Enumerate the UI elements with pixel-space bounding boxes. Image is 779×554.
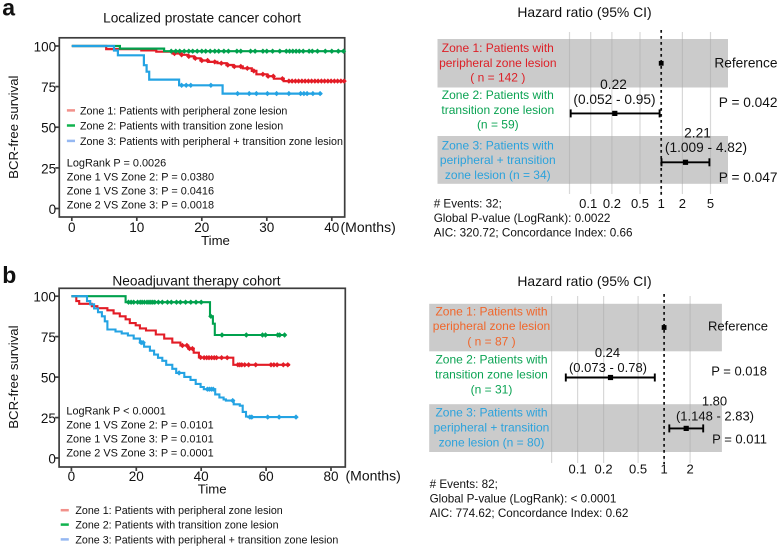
svg-text:peripheral zone lesion: peripheral zone lesion [433,319,550,333]
svg-text:0: 0 [48,451,56,466]
svg-text:Zone 1: Patients with: Zone 1: Patients with [435,304,547,318]
svg-text:75: 75 [41,80,56,95]
svg-text:Zone 2: Patients with transiti: Zone 2: Patients with transition zone le… [75,520,278,532]
svg-text:(n = 59): (n = 59) [477,118,519,132]
svg-text:80: 80 [323,469,338,484]
svg-text:60: 60 [259,469,274,484]
svg-text:P = 0.018: P = 0.018 [711,364,767,379]
svg-text:Hazard ratio (95% CI): Hazard ratio (95% CI) [517,273,651,289]
svg-text:Zone 1: Patients with peripher: Zone 1: Patients with peripheral zone le… [75,505,282,517]
svg-text:Zone 1 VS Zone 3: P = 0.0101: Zone 1 VS Zone 3: P = 0.0101 [66,434,213,446]
svg-text:Zone 1 VS Zone 2: P = 0.0380: Zone 1 VS Zone 2: P = 0.0380 [67,172,214,184]
svg-text:Zone 1 VS Zone 2: P = 0.0101: Zone 1 VS Zone 2: P = 0.0101 [66,420,213,432]
svg-text:Zone 2 VS Zone 3: P = 0.0001: Zone 2 VS Zone 3: P = 0.0001 [66,448,213,460]
svg-text:Zone 2 VS Zone 3: P = 0.0018: Zone 2 VS Zone 3: P = 0.0018 [67,200,214,212]
svg-text:1: 1 [660,462,667,477]
svg-text:Zone 3: Patients with peripher: Zone 3: Patients with peripheral + trans… [80,136,343,148]
svg-text:Hazard ratio (95% CI): Hazard ratio (95% CI) [517,4,651,20]
svg-text:0.2: 0.2 [603,196,621,211]
svg-text:Zone 2: Patients with transiti: Zone 2: Patients with transition zone le… [80,120,283,132]
svg-text:Zone 1: Patients with: Zone 1: Patients with [442,41,554,55]
svg-text:0.1: 0.1 [579,196,597,211]
svg-text:Zone 3: Patients with: Zone 3: Patients with [435,406,547,420]
svg-text:# Events: 82;: # Events: 82; [430,478,498,491]
svg-text:50: 50 [41,371,56,386]
svg-text:0.5: 0.5 [629,462,647,477]
svg-text:Zone 3: Patients with peripher: Zone 3: Patients with peripheral + trans… [75,534,338,546]
svg-text:30: 30 [259,220,274,235]
svg-text:Reference: Reference [708,319,768,334]
svg-text:Time: Time [198,482,227,497]
svg-text:0.2: 0.2 [595,462,613,477]
svg-text:0: 0 [68,469,76,484]
svg-text:transition zone lesion: transition zone lesion [435,368,548,382]
svg-text:25: 25 [41,161,56,176]
svg-text:zone lesion (n = 80): zone lesion (n = 80) [439,436,545,450]
svg-text:5: 5 [707,196,714,211]
svg-text:Zone 3: Patients with: Zone 3: Patients with [442,138,554,152]
svg-text:LogRank P < 0.0001: LogRank P < 0.0001 [66,406,165,418]
svg-text:(0.073 - 0.78): (0.073 - 0.78) [569,360,647,375]
svg-text:AIC: 320.72; Concordance Index: AIC: 320.72; Concordance Index: 0.66 [434,227,633,240]
svg-text:# Events: 32;: # Events: 32; [434,197,502,210]
svg-text:peripheral + transition: peripheral + transition [440,153,556,167]
svg-text:peripheral zone lesion: peripheral zone lesion [439,56,556,70]
svg-text:0.24: 0.24 [595,345,620,360]
svg-text:1.80: 1.80 [702,394,727,409]
svg-text:P = 0.042: P = 0.042 [719,95,778,110]
svg-text:Global P-value (LogRank): 0.00: Global P-value (LogRank): 0.0022 [434,212,611,225]
svg-text:10: 10 [129,220,144,235]
svg-text:b: b [2,262,16,288]
svg-text:Global P-value (LogRank): < 0.: Global P-value (LogRank): < 0.0001 [430,493,617,506]
svg-text:( n = 87 ): ( n = 87 ) [467,334,515,348]
svg-text:Zone 1 VS Zone 3: P = 0.0416: Zone 1 VS Zone 3: P = 0.0416 [67,186,214,198]
svg-text:100: 100 [33,290,56,305]
svg-text:40: 40 [194,469,209,484]
svg-text:(1.148 - 2.83): (1.148 - 2.83) [676,409,754,424]
svg-text:75: 75 [41,330,56,345]
svg-text:Reference: Reference [714,56,777,71]
svg-text:peripheral + transition: peripheral + transition [434,421,550,435]
svg-text:Zone 1: Patients with peripher: Zone 1: Patients with peripheral zone le… [80,105,287,117]
svg-text:40: 40 [324,220,339,235]
svg-text:P = 0.011: P = 0.011 [712,432,767,447]
svg-text:P = 0.047: P = 0.047 [719,170,778,185]
svg-text:(0.052 - 0.95): (0.052 - 0.95) [573,92,655,107]
svg-text:a: a [2,0,15,21]
svg-text:0: 0 [68,220,76,235]
svg-text:0.1: 0.1 [569,462,587,477]
svg-text:(Months): (Months) [346,468,401,484]
svg-text:transition zone lesion: transition zone lesion [441,103,554,117]
svg-text:50: 50 [41,121,56,136]
svg-text:BCR-free survival: BCR-free survival [6,325,21,428]
svg-text:(n = 31): (n = 31) [471,383,513,397]
svg-text:2: 2 [679,196,686,211]
svg-text:0.5: 0.5 [631,196,649,211]
svg-text:20: 20 [129,469,144,484]
svg-text:AIC: 774.62; Concordance Index: AIC: 774.62; Concordance Index: 0.62 [430,507,629,520]
svg-text:Neoadjuvant therapy cohort: Neoadjuvant therapy cohort [112,274,280,289]
svg-text:BCR-free survival: BCR-free survival [6,75,21,178]
svg-text:(Months): (Months) [341,219,396,235]
svg-text:2: 2 [686,462,693,477]
svg-text:Localized prostate cancer coho: Localized prostate cancer cohort [103,11,301,26]
svg-text:(1.009 - 4.82): (1.009 - 4.82) [665,140,747,155]
svg-text:Zone 2: Patients with: Zone 2: Patients with [435,353,547,367]
svg-text:25: 25 [41,411,56,426]
svg-text:Zone 2: Patients with: Zone 2: Patients with [442,88,554,102]
svg-text:100: 100 [34,39,57,54]
svg-text:2.21: 2.21 [684,125,711,140]
svg-text:LogRank P = 0.0026: LogRank P = 0.0026 [67,158,166,170]
svg-text:0: 0 [49,202,57,217]
svg-text:zone lesion (n = 34): zone lesion (n = 34) [445,168,551,182]
svg-text:0.22: 0.22 [600,77,627,92]
svg-text:20: 20 [194,220,209,235]
svg-text:1: 1 [658,196,665,211]
svg-text:Time: Time [201,233,230,248]
svg-text:( n = 142 ): ( n = 142 ) [470,71,525,85]
